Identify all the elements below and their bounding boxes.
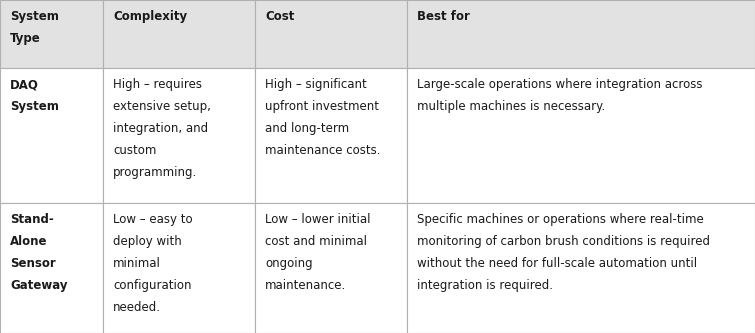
Bar — [0, 203, 103, 333]
Text: Best for: Best for — [417, 10, 470, 23]
Text: System
Type: System Type — [10, 10, 59, 45]
Bar — [255, 68, 407, 203]
Bar — [0, 0, 103, 68]
Bar — [407, 203, 755, 333]
Text: Specific machines or operations where real-time
monitoring of carbon brush condi: Specific machines or operations where re… — [417, 213, 710, 292]
Text: Cost: Cost — [265, 10, 294, 23]
Text: Low – easy to
deploy with
minimal
configuration
needed.: Low – easy to deploy with minimal config… — [113, 213, 193, 314]
Bar — [103, 68, 255, 203]
Bar — [103, 0, 255, 68]
Bar — [407, 0, 755, 68]
Bar — [255, 203, 407, 333]
Text: Large-scale operations where integration across
multiple machines is necessary.: Large-scale operations where integration… — [417, 78, 702, 113]
Text: High – requires
extensive setup,
integration, and
custom
programming.: High – requires extensive setup, integra… — [113, 78, 211, 179]
Text: DAQ
System: DAQ System — [10, 78, 59, 113]
Text: Complexity: Complexity — [113, 10, 187, 23]
Bar — [103, 203, 255, 333]
Text: Stand-
Alone
Sensor
Gateway: Stand- Alone Sensor Gateway — [10, 213, 67, 292]
Bar — [0, 68, 103, 203]
Bar — [255, 0, 407, 68]
Text: High – significant
upfront investment
and long-term
maintenance costs.: High – significant upfront investment an… — [265, 78, 381, 157]
Bar — [407, 68, 755, 203]
Text: Low – lower initial
cost and minimal
ongoing
maintenance.: Low – lower initial cost and minimal ong… — [265, 213, 371, 292]
